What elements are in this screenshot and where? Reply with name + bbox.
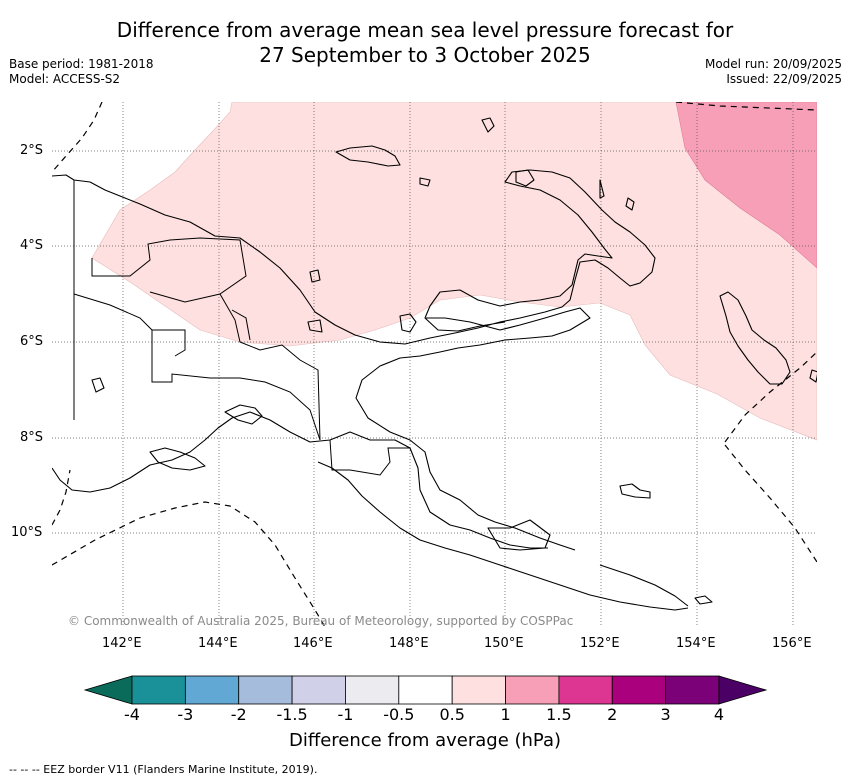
anomaly-region-pink (675, 102, 817, 269)
colorbar-tick-label: 0.5 (439, 705, 465, 724)
colorbar-swatch (291, 675, 346, 705)
colorbar-swatch (558, 675, 613, 705)
title-line-1: Difference from average mean sea level p… (116, 18, 734, 42)
lon-label: 142°E (102, 636, 142, 651)
model-name: Model: ACCESS-S2 (9, 72, 121, 86)
political-borders (73, 180, 410, 476)
anomaly-region-light-pink (91, 102, 817, 441)
colorbar-swatch (345, 675, 400, 705)
colorbar-swatch (398, 675, 453, 705)
colorbar-tick-label: -4 (124, 705, 140, 724)
colorbar-tick-label: 1.5 (546, 705, 572, 724)
lat-label: 6°S (20, 334, 44, 349)
title-line-2: 27 September to 3 October 2025 (259, 43, 591, 67)
colorbar-swatch (451, 675, 506, 705)
lat-label: 8°S (20, 430, 44, 445)
colorbar-extend-high (718, 675, 768, 705)
colorbar-tick-label: -2 (230, 705, 247, 724)
colorbar-tick-label: 4 (713, 705, 725, 724)
colorbar-tick-label: 2 (607, 705, 618, 724)
meta-left: Base period: 1981-2018 Model: ACCESS-S2 (9, 57, 154, 87)
colorbar-title: Difference from average (hPa) (288, 730, 562, 751)
graticule (52, 102, 817, 627)
lon-label: 150°E (484, 636, 524, 651)
colorbar-swatch (505, 675, 560, 705)
colorbar-tick-label: 1 (500, 705, 511, 724)
copyright-notice: © Commonwealth of Australia 2025, Bureau… (68, 614, 574, 628)
colorbar-tick-label: -0.5 (383, 705, 415, 724)
eez-border (52, 102, 817, 627)
base-period: Base period: 1981-2018 (9, 57, 154, 71)
colorbar-swatch (131, 675, 186, 705)
colorbar-swatch (665, 675, 720, 705)
lon-label: 156°E (772, 636, 812, 651)
lat-label: 4°S (20, 238, 44, 253)
colorbar (83, 675, 768, 705)
eez-footnote: -- -- -- EEZ border V11 (Flanders Marine… (9, 763, 318, 776)
lon-label: 148°E (389, 636, 429, 651)
colorbar-tick-label: 3 (660, 705, 671, 724)
colorbar-tick-label: -1.5 (276, 705, 308, 724)
colorbar-tick-label: -1 (337, 705, 354, 724)
lon-label: 144°E (198, 636, 238, 651)
coastlines (52, 117, 817, 611)
meta-right: Model run: 20/09/2025 Issued: 22/09/2025 (705, 57, 842, 87)
model-run: Model run: 20/09/2025 (704, 57, 842, 71)
colorbar-extend-low (83, 675, 133, 705)
lon-label: 152°E (580, 636, 620, 651)
colorbar-swatch (238, 675, 293, 705)
issued-date: Issued: 22/09/2025 (726, 72, 842, 86)
lat-label: 10°S (11, 525, 43, 540)
lon-label: 146°E (293, 636, 333, 651)
colorbar-tick-label: -3 (177, 705, 194, 724)
colorbar-swatch (184, 675, 240, 705)
lon-label: 154°E (676, 636, 716, 651)
colorbar-swatch (611, 675, 667, 705)
map-title: Difference from average mean sea level p… (0, 18, 850, 68)
lat-label: 2°S (20, 143, 44, 158)
